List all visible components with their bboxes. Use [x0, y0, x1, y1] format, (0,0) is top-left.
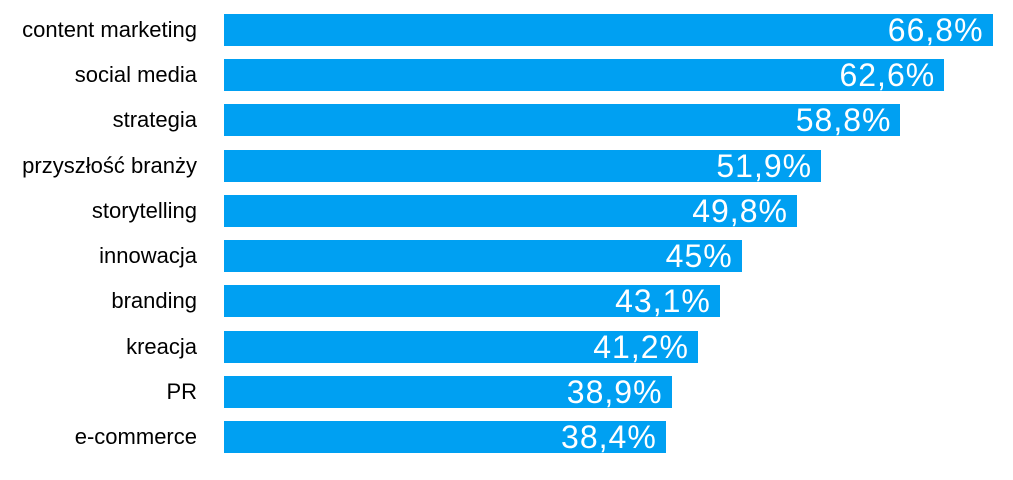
bar-row: content marketing 66,8% — [0, 7, 1013, 52]
bar: 43,1% — [224, 283, 720, 320]
bar-row: PR 38,9% — [0, 369, 1013, 414]
bar-row: strategia 58,8% — [0, 98, 1013, 143]
category-label: kreacja — [126, 333, 197, 359]
bar: 41,2% — [224, 328, 698, 365]
category-label: strategia — [112, 107, 197, 133]
bar-area: 38,4% — [224, 419, 1013, 456]
category-label: PR — [166, 379, 197, 405]
bar-row: przyszłość branży 51,9% — [0, 143, 1013, 188]
bar-area: 38,9% — [224, 374, 1013, 411]
bar-area: 66,8% — [224, 11, 1013, 48]
bar-area: 58,8% — [224, 102, 1013, 139]
bar-row: e-commerce 38,4% — [0, 415, 1013, 460]
value-label: 38,4% — [561, 419, 657, 456]
bar: 38,9% — [224, 374, 672, 411]
bar: 51,9% — [224, 147, 822, 184]
category-label: przyszłość branży — [22, 152, 197, 178]
value-label: 45% — [665, 238, 733, 275]
value-label: 62,6% — [839, 56, 936, 93]
bar-area: 49,8% — [224, 192, 1013, 229]
category-label: storytelling — [91, 197, 197, 223]
category-label: branding — [111, 288, 197, 314]
bar-area: 41,2% — [224, 328, 1013, 365]
bar-row: kreacja 41,2% — [0, 324, 1013, 369]
value-label: 43,1% — [615, 283, 711, 320]
category-label: e-commerce — [74, 424, 197, 450]
category-label: innowacja — [99, 243, 197, 269]
bar-area: 62,6% — [224, 56, 1013, 93]
category-label: social media — [74, 61, 197, 87]
value-label: 51,9% — [716, 147, 813, 184]
bar-row: innowacja 45% — [0, 233, 1013, 278]
bar: 38,4% — [224, 419, 666, 456]
category-label: content marketing — [22, 16, 197, 42]
bar: 45% — [224, 238, 742, 275]
bar-area: 51,9% — [224, 147, 1013, 184]
bar: 49,8% — [224, 192, 797, 229]
value-label: 66,8% — [887, 11, 984, 48]
value-label: 58,8% — [795, 102, 892, 139]
bar-area: 45% — [224, 238, 1013, 275]
bar: 62,6% — [224, 56, 945, 93]
bar-area: 43,1% — [224, 283, 1013, 320]
bar: 66,8% — [224, 11, 993, 48]
value-label: 38,9% — [566, 374, 663, 411]
bar-row: storytelling 49,8% — [0, 188, 1013, 233]
bar-row: branding 43,1% — [0, 279, 1013, 324]
value-label: 49,8% — [692, 192, 788, 229]
value-label: 41,2% — [593, 328, 689, 365]
bar-row: social media 62,6% — [0, 52, 1013, 97]
bar: 58,8% — [224, 102, 901, 139]
